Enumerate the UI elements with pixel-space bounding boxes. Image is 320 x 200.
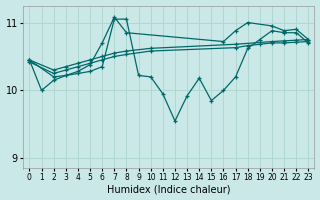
X-axis label: Humidex (Indice chaleur): Humidex (Indice chaleur) <box>107 184 231 194</box>
